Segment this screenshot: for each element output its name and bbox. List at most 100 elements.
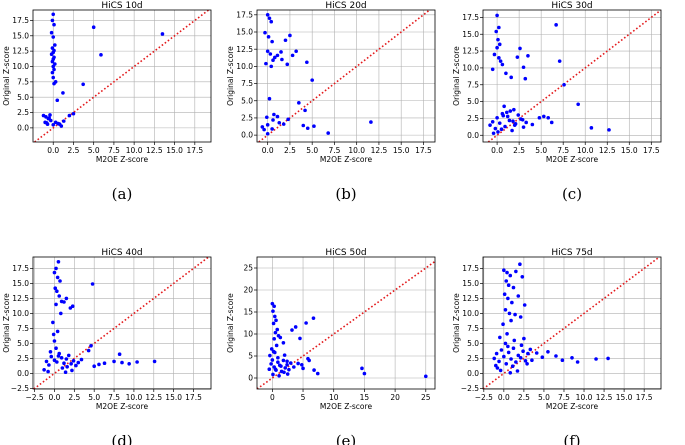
data-point [59, 311, 63, 316]
x-tick-label: 7.5 [557, 146, 569, 155]
y-tick-label: 12.5 [462, 47, 479, 56]
data-point [362, 371, 367, 376]
y-tick-label: 15.0 [462, 30, 479, 39]
x-tick-label: 12.5 [599, 146, 616, 155]
data-point [63, 370, 68, 375]
y-tick-label: 10.0 [12, 309, 29, 318]
x-axis-label: M2OE Z-score [320, 402, 373, 411]
data-point [540, 355, 545, 360]
data-point [52, 270, 57, 275]
subplot-3: 0.0 2.5 5.0 7.5 10.0 12.5 15.0 17.5 0.0 2.5 5.0 7.5… [452, 1, 662, 203]
x-tick-label: 2.5 [68, 393, 80, 402]
data-point [120, 360, 124, 365]
data-point [549, 120, 554, 125]
data-point [369, 120, 373, 124]
plot-title: HiCS 40d [101, 248, 142, 258]
data-point [275, 114, 280, 119]
x-tick-label: 5.0 [306, 146, 318, 155]
data-point [271, 321, 276, 326]
data-point [275, 327, 280, 332]
x-tick-label: 5 [301, 393, 306, 402]
y-tick-label: 5 [248, 352, 253, 361]
data-point [281, 341, 286, 345]
data-point [47, 363, 51, 367]
data-point [54, 266, 58, 271]
data-point [512, 338, 517, 343]
data-point [50, 18, 55, 23]
x-tick-label: 12.5 [596, 393, 613, 402]
x-tick-label: 0.0 [491, 146, 503, 155]
y-tick-label: 15 [243, 308, 253, 317]
data-point [67, 113, 72, 118]
axes-frame [32, 9, 212, 143]
data-point [297, 101, 301, 105]
x-tick-label: 10.0 [577, 146, 594, 155]
data-point [306, 356, 310, 361]
data-point [525, 362, 529, 366]
data-point [282, 370, 286, 375]
subplot-6: −2.5 0.0 2.5 5.0 7.5 10.0 12.5 15.0 17.5−2.50.02… [452, 248, 662, 445]
data-point [92, 364, 96, 369]
x-tick-label: 20 [390, 393, 400, 402]
data-point [285, 372, 290, 376]
subplot-1: 0.0 2.5 5.0 7.5 10.0 12.5 15.0 17.50.02.55.07.5… [2, 1, 212, 203]
y-axis-label: Original Z-score [2, 46, 11, 106]
y-tick-label: 12.5 [236, 45, 253, 54]
data-point [521, 65, 526, 70]
data-point [89, 344, 93, 348]
data-point [511, 346, 516, 351]
data-point [61, 119, 66, 123]
data-point [266, 35, 271, 39]
data-point [360, 366, 364, 371]
y-tick-label: 0.0 [17, 369, 29, 378]
y-tick-label: 0.0 [17, 123, 29, 132]
y-tick-label: −2.5 [11, 384, 29, 393]
data-point [515, 55, 520, 59]
data-point [546, 350, 550, 354]
data-point [290, 53, 295, 58]
data-point [494, 29, 499, 34]
x-tick-label: 5.0 [88, 393, 100, 402]
x-tick-label: 10 [329, 393, 339, 402]
data-point [607, 128, 611, 132]
x-tick-label: 25 [421, 393, 431, 402]
data-point [501, 113, 506, 118]
data-point [272, 337, 276, 341]
x-tick-label: 15.0 [621, 146, 638, 155]
data-point [499, 348, 504, 352]
data-point [264, 115, 269, 120]
data-point [267, 16, 272, 21]
data-point [301, 123, 306, 128]
data-point [496, 37, 500, 42]
identity-line [34, 10, 210, 142]
data-point [495, 45, 499, 50]
data-point [511, 285, 516, 290]
data-point [504, 362, 509, 366]
data-point [506, 283, 511, 288]
x-tick-label: 10.0 [126, 146, 143, 155]
data-point [52, 339, 57, 343]
data-point [495, 13, 499, 18]
data-point [51, 35, 56, 39]
data-point [508, 109, 513, 113]
data-point [56, 121, 60, 126]
data-point [160, 32, 165, 36]
y-tick-label: 7.5 [241, 79, 253, 88]
y-tick-label: 12.5 [462, 294, 479, 303]
y-tick-label: 20 [243, 286, 253, 295]
y-tick-label: 5.0 [241, 96, 253, 105]
data-point [508, 273, 513, 278]
data-point [281, 122, 286, 126]
data-point [269, 19, 274, 24]
y-tick-label: 15.0 [12, 31, 29, 40]
y-tick-label: 0.0 [241, 131, 253, 140]
plot-title: HiCS 50d [325, 248, 366, 258]
x-tick-label: 15.0 [616, 393, 633, 402]
plot-title: HiCS 20d [325, 1, 366, 11]
data-point [59, 124, 64, 128]
data-point [64, 357, 69, 361]
data-point [264, 61, 268, 66]
data-point [51, 75, 56, 80]
data-point [276, 360, 280, 364]
x-tick-label: 0.0 [262, 146, 274, 155]
